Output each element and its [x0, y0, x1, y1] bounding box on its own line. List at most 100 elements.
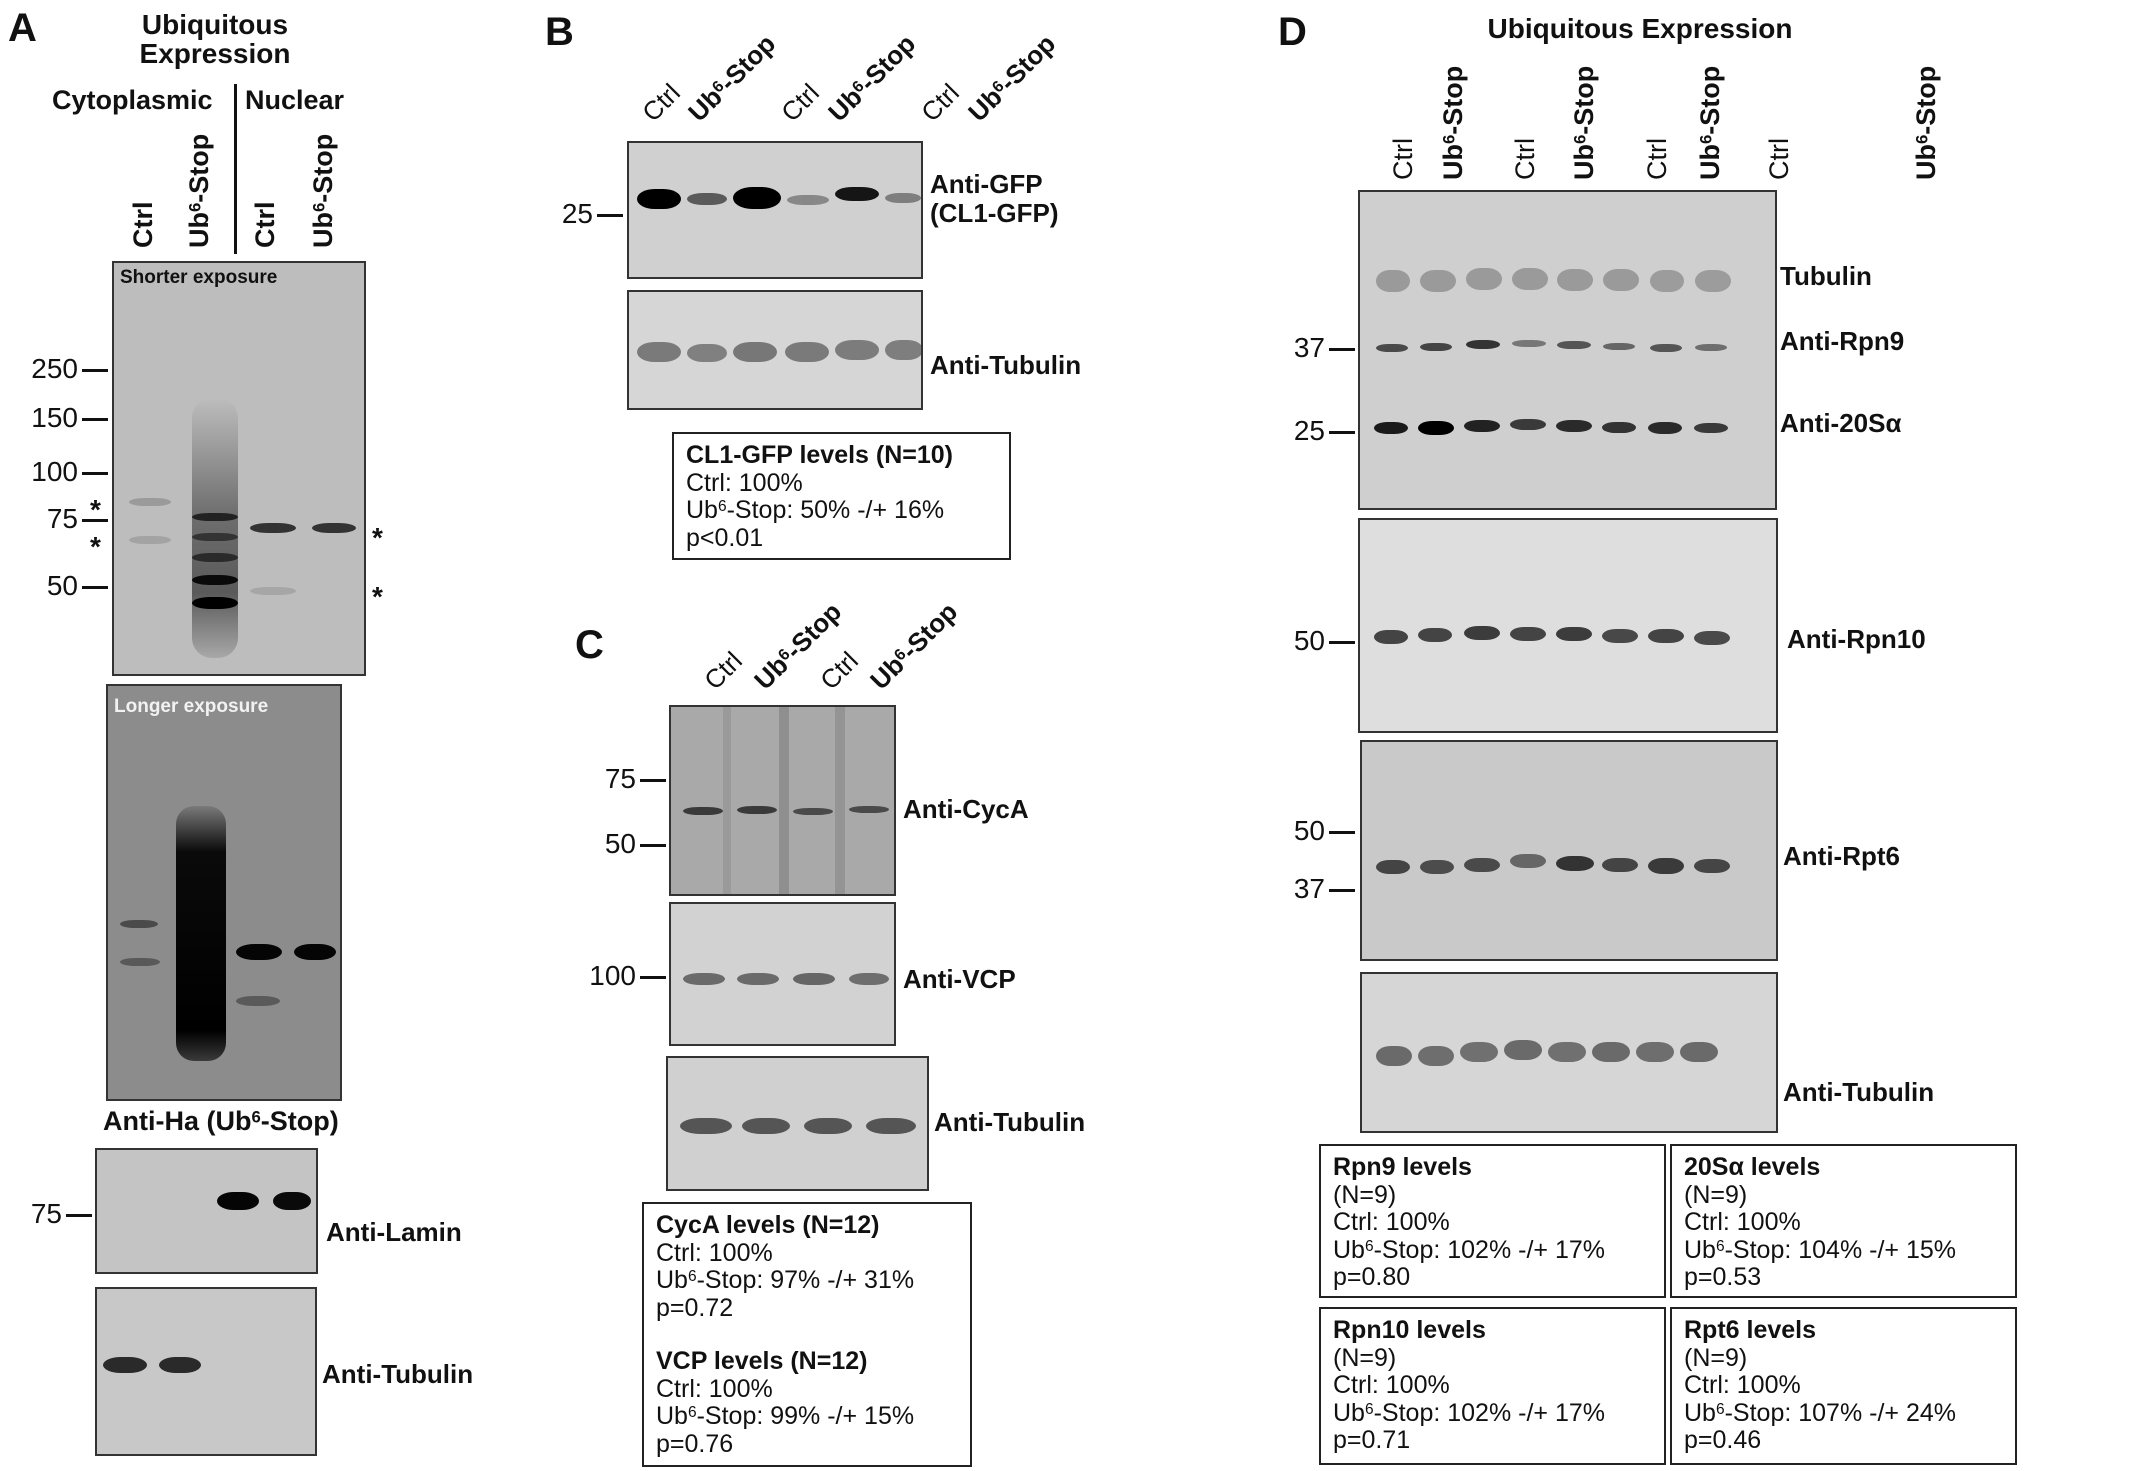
stats-box-rpn10: Rpn10 levels (N=9) Ctrl: 100% Ub6-Stop: … — [1319, 1307, 1666, 1465]
band — [1557, 269, 1593, 291]
stats-n: (N=9) — [1684, 1180, 1748, 1209]
mw-marker-d-37: 37 — [1280, 334, 1355, 362]
lane-label-d-6: Ub6-Stop — [1695, 65, 1725, 180]
band — [1510, 854, 1546, 868]
antibody-label-gfp-line1: Anti-GFP — [930, 169, 1043, 199]
band — [637, 189, 681, 209]
antibody-label-rpn9: Anti-Rpn9 — [1780, 326, 1905, 356]
stats-heading: 20Sα levels — [1684, 1153, 1821, 1181]
blot-c-vcp — [669, 902, 896, 1046]
stats-ctrl: Ctrl: 100% — [686, 468, 803, 497]
band — [793, 973, 835, 985]
asterisk-marker: * — [90, 531, 101, 562]
mw-marker-50: 50 — [28, 572, 108, 600]
stats-n: (N=9) — [1684, 1343, 1748, 1372]
band — [1592, 1042, 1630, 1062]
lane-label-d-5: Ctrl — [1642, 138, 1672, 180]
antibody-label-rpt6: Anti-Rpt6 — [1783, 841, 1900, 871]
band — [120, 920, 158, 928]
stats-ctrl: Ctrl: 100% — [656, 1374, 773, 1403]
antibody-label-vcp: Anti-VCP — [903, 964, 1016, 994]
asterisk-marker: * — [372, 581, 383, 612]
band — [1466, 340, 1500, 349]
band — [120, 958, 160, 966]
band — [804, 1118, 852, 1134]
band — [742, 1118, 790, 1134]
stats-heading: Rpn9 levels — [1333, 1153, 1472, 1181]
band — [1376, 344, 1408, 352]
blot-b-gfp — [627, 141, 923, 279]
band — [835, 187, 879, 201]
stats-ctrl: Ctrl: 100% — [1333, 1208, 1450, 1236]
band — [1603, 343, 1635, 350]
band — [250, 587, 296, 595]
band — [250, 523, 296, 533]
stats-ub6: Ub6-Stop: 50% -/+ 16% — [686, 496, 945, 524]
band — [885, 340, 921, 360]
blot-a-tubulin — [95, 1287, 317, 1456]
lane-label-b-5: Ctrl — [915, 77, 966, 128]
fraction-divider — [234, 84, 237, 254]
mw-marker-c-100: 100 — [574, 962, 666, 990]
shorter-exposure-label: Shorter exposure — [120, 267, 278, 288]
stats-p-value: p=0.53 — [1684, 1263, 1762, 1291]
spacer — [656, 1322, 962, 1348]
stats-p-value: p=0.46 — [1684, 1426, 1762, 1454]
ubiquitin-smear — [176, 806, 226, 1061]
antibody-label-tubulin-d-top: Tubulin — [1780, 261, 1872, 291]
band — [737, 806, 777, 814]
band — [1418, 421, 1454, 435]
band — [1376, 1046, 1412, 1066]
stats-p-value: p=0.72 — [656, 1293, 734, 1322]
stats-ctrl: Ctrl: 100% — [1684, 1208, 1801, 1236]
antibody-label-tubulin-c: Anti-Tubulin — [934, 1107, 1086, 1137]
band — [236, 996, 280, 1006]
stats-n: (N=9) — [1333, 1180, 1397, 1209]
blot-d-rpt6 — [1360, 740, 1778, 961]
lane-label-c-3: Ctrl — [814, 645, 865, 696]
lane-label-a-3: Ctrl — [250, 201, 280, 249]
lane-label-a-4: Ub6-Stop — [308, 133, 338, 248]
band — [737, 973, 779, 985]
band — [1510, 419, 1546, 430]
band — [1602, 858, 1638, 872]
band — [1376, 860, 1410, 874]
band — [1464, 858, 1500, 872]
stats-ub6: Ub6-Stop: 99% -/+ 15% — [656, 1402, 915, 1430]
stats-ctrl: Ctrl: 100% — [1684, 1371, 1801, 1399]
mw-marker-d-rpt6-50: 50 — [1280, 817, 1355, 845]
band — [1556, 420, 1592, 432]
antibody-label-lamin: Anti-Lamin — [326, 1217, 462, 1247]
mw-marker-75: 75 — [28, 505, 108, 533]
band — [1512, 268, 1548, 290]
blot-c-cyca — [669, 705, 896, 896]
band — [192, 575, 238, 585]
mw-marker-lamin-75: 75 — [28, 1200, 92, 1228]
lane-label-d-7: Ctrl — [1764, 138, 1794, 180]
stats-ub6: Ub6-Stop: 97% -/+ 31% — [656, 1266, 915, 1294]
band — [1420, 860, 1454, 874]
lane-label-a-2: Ub6-Stop — [184, 133, 214, 248]
stats-box-rpt6: Rpt6 levels (N=9) Ctrl: 100% Ub6-Stop: 1… — [1670, 1307, 2017, 1465]
band — [849, 973, 889, 985]
lane-label-a-1: Ctrl — [128, 201, 158, 249]
band — [129, 498, 171, 506]
lane-label-d-1: Ctrl — [1388, 138, 1418, 180]
antibody-label-tubulin-d: Anti-Tubulin — [1783, 1077, 1935, 1107]
band — [849, 806, 889, 813]
panel-d-title: Ubiquitous Expression — [1487, 13, 1793, 44]
band — [312, 523, 356, 533]
stats-heading-vcp: VCP levels (N=12) — [656, 1347, 868, 1375]
panel-a-title-line2: Expression — [139, 38, 291, 70]
stats-ub6: Ub6-Stop: 102% -/+ 17% — [1333, 1235, 1605, 1264]
panel-a-title-line1: Ubiquitous — [141, 9, 289, 40]
blot-a-shorter-exposure: Shorter exposure — [112, 261, 366, 676]
antibody-label-gfp-line2: (CL1-GFP) — [930, 198, 1059, 229]
band — [1466, 268, 1502, 290]
band — [733, 187, 781, 209]
blot-a-longer-exposure: Longer exposure — [106, 684, 342, 1101]
lane-label-d-2: Ub6-Stop — [1438, 65, 1468, 180]
band — [236, 944, 282, 960]
panel-a-title: Ubiquitous Expression — [110, 10, 320, 69]
lane-streak — [779, 707, 789, 894]
